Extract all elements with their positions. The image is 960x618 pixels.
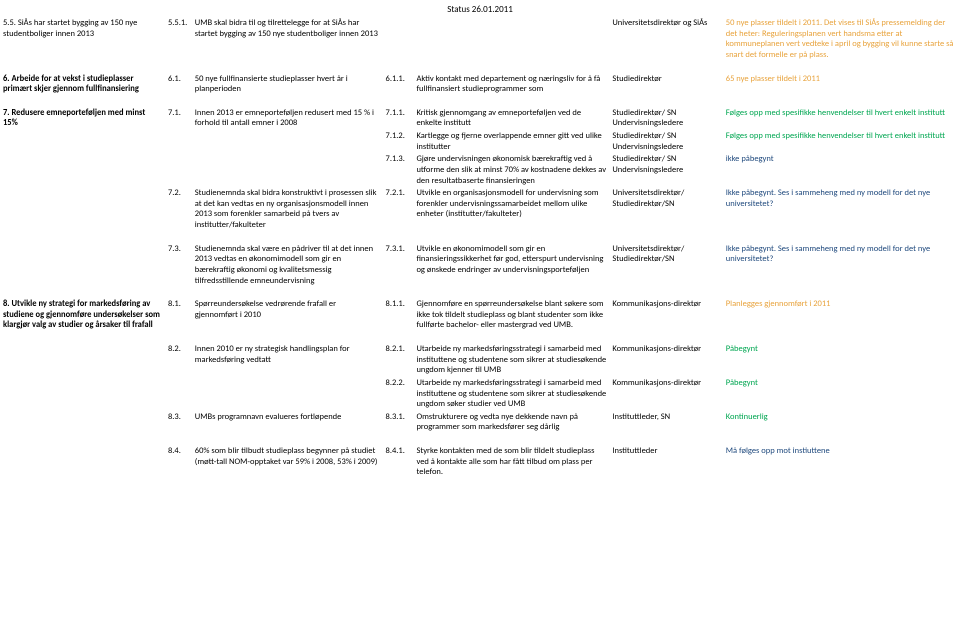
status-cell: Ikke påbegynt. Ses i sammeheng med ny mo…	[723, 187, 960, 232]
table-row: 7.2.Studienemnda skal bidra konstruktivt…	[0, 187, 960, 232]
status-cell: Påbegynt	[723, 332, 960, 377]
action-cell: Kritisk gjennomgang av emneporteføljen v…	[413, 96, 609, 130]
goal-cell: 5.5. SiÅs har startet bygging av 150 nye…	[0, 17, 165, 62]
table-row: 8. Utvikle ny strategi for markedsføring…	[0, 287, 960, 332]
action-num: 6.1.1.	[383, 62, 414, 96]
goal-cell	[0, 332, 165, 377]
goal-cell: 7. Redusere emneporteføljen med minst 15…	[0, 96, 165, 130]
goal-cell	[0, 434, 165, 479]
table-row: 7.1.2.Kartlegge og fjerne overlappende e…	[0, 130, 960, 153]
table-row: 7.1.3.Gjøre undervisningen økonomisk bær…	[0, 153, 960, 187]
goal-cell: 8. Utvikle ny strategi for markedsføring…	[0, 287, 165, 332]
responsible-cell: Studiedirektør/ SN Undervisningsledere	[609, 153, 722, 187]
measure-cell: Studienemnda skal bidra konstruktivt i p…	[192, 187, 383, 232]
measure-cell	[192, 130, 383, 153]
status-table: 5.5. SiÅs har startet bygging av 150 nye…	[0, 17, 960, 479]
status-cell: Må følges opp mot instiuttene	[723, 434, 960, 479]
table-row: 8.2.2.Utarbeide ny markedsføringsstrateg…	[0, 377, 960, 411]
action-cell: Utvikle en organisasjonsmodell for under…	[413, 187, 609, 232]
action-num: 7.1.2.	[383, 130, 414, 153]
action-cell: Kartlegge og fjerne overlappende emner g…	[413, 130, 609, 153]
measure-cell: Studienemnda skal være en pådriver til a…	[192, 232, 383, 288]
action-cell: Aktiv kontakt med departement og nærings…	[413, 62, 609, 96]
action-cell: Utvikle en økonomimodell som gir en fina…	[413, 232, 609, 288]
goal-cell	[0, 377, 165, 411]
measure-cell: 50 nye fullfinansierte studieplasser hve…	[192, 62, 383, 96]
status-cell: Ikke påbegynt. Ses i sammeheng med ny mo…	[723, 232, 960, 288]
action-cell: Gjennomføre en spørreundersøkelse blant …	[413, 287, 609, 332]
status-cell: Følges opp med spesifikke henvendelser t…	[723, 96, 960, 130]
responsible-cell: Instituttleder, SN	[609, 411, 722, 434]
measure-cell: Innen 2010 er ny strategisk handlingspla…	[192, 332, 383, 377]
action-num: 8.2.2.	[383, 377, 414, 411]
measure-cell	[192, 377, 383, 411]
table-row: 6. Arbeide for at vekst i studieplasser …	[0, 62, 960, 96]
measure-num: 8.3.	[165, 411, 192, 434]
responsible-cell: Universitetsdirektør/ Studiedirektør/SN	[609, 187, 722, 232]
goal-cell	[0, 187, 165, 232]
action-num: 7.2.1.	[383, 187, 414, 232]
measure-num: 7.1.	[165, 96, 192, 130]
status-cell: Følges opp med spesifikke henvendelser t…	[723, 130, 960, 153]
measure-num: 8.2.	[165, 332, 192, 377]
responsible-cell: Studiedirektør/ SN Undervisningsledere	[609, 96, 722, 130]
responsible-cell: Kommunikasjons-direktør	[609, 287, 722, 332]
action-num: 7.3.1.	[383, 232, 414, 288]
measure-num: 7.2.	[165, 187, 192, 232]
measure-cell: Innen 2013 er emneporteføljen redusert m…	[192, 96, 383, 130]
table-row: 7.3.Studienemnda skal være en pådriver t…	[0, 232, 960, 288]
measure-num: 8.4.	[165, 434, 192, 479]
responsible-cell: Universitetsdirektør/ Studiedirektør/SN	[609, 232, 722, 288]
measure-cell: 60% som blir tilbudt studieplass begynne…	[192, 434, 383, 479]
goal-cell: 6. Arbeide for at vekst i studieplasser …	[0, 62, 165, 96]
action-cell	[413, 17, 609, 62]
responsible-cell: Instituttleder	[609, 434, 722, 479]
goal-cell	[0, 411, 165, 434]
action-cell: Utarbeide ny markedsføringsstrategi i sa…	[413, 377, 609, 411]
status-cell: 50 nye plasser tildelt i 2011. Det vises…	[723, 17, 960, 62]
status-cell: Planlegges gjennomført i 2011	[723, 287, 960, 332]
measure-num: 8.1.	[165, 287, 192, 332]
action-cell: Gjøre undervisningen økonomisk bærekraft…	[413, 153, 609, 187]
status-cell: Kontinuerlig	[723, 411, 960, 434]
goal-cell	[0, 153, 165, 187]
responsible-cell: Studiedirektør	[609, 62, 722, 96]
measure-num: 6.1.	[165, 62, 192, 96]
table-row: 7. Redusere emneporteføljen med minst 15…	[0, 96, 960, 130]
action-num	[383, 17, 414, 62]
measure-cell	[192, 153, 383, 187]
action-num: 8.1.1.	[383, 287, 414, 332]
measure-cell: UMBs programnavn evalueres fortløpende	[192, 411, 383, 434]
action-num: 8.4.1.	[383, 434, 414, 479]
action-cell: Omstrukturere og vedta nye dekkende navn…	[413, 411, 609, 434]
responsible-cell: Kommunikasjons-direktør	[609, 377, 722, 411]
status-cell: 65 nye plasser tildelt i 2011	[723, 62, 960, 96]
table-row: 8.3.UMBs programnavn evalueres fortløpen…	[0, 411, 960, 434]
measure-num	[165, 377, 192, 411]
goal-cell	[0, 130, 165, 153]
action-num: 7.1.3.	[383, 153, 414, 187]
action-cell: Styrke kontakten med de som blir tildelt…	[413, 434, 609, 479]
responsible-cell: Universitetsdirektør og SiÅs	[609, 17, 722, 62]
table-row: 8.4.60% som blir tilbudt studieplass beg…	[0, 434, 960, 479]
table-row: 8.2.Innen 2010 er ny strategisk handling…	[0, 332, 960, 377]
measure-num	[165, 130, 192, 153]
goal-cell	[0, 232, 165, 288]
measure-cell: UMB skal bidra til og tilrettelegge for …	[192, 17, 383, 62]
page-header: Status 26.01.2011	[0, 0, 960, 17]
measure-cell: Spørreundersøkelse vedrørende frafall er…	[192, 287, 383, 332]
measure-num: 7.3.	[165, 232, 192, 288]
status-cell: Påbegynt	[723, 377, 960, 411]
action-cell: Utarbeide ny markedsføringsstrategi i sa…	[413, 332, 609, 377]
responsible-cell: Kommunikasjons-direktør	[609, 332, 722, 377]
measure-num	[165, 153, 192, 187]
status-cell: ikke påbegynt	[723, 153, 960, 187]
action-num: 8.3.1.	[383, 411, 414, 434]
table-row: 5.5. SiÅs har startet bygging av 150 nye…	[0, 17, 960, 62]
measure-num: 5.5.1.	[165, 17, 192, 62]
action-num: 7.1.1.	[383, 96, 414, 130]
action-num: 8.2.1.	[383, 332, 414, 377]
responsible-cell: Studiedirektør/ SN Undervisningsledere	[609, 130, 722, 153]
